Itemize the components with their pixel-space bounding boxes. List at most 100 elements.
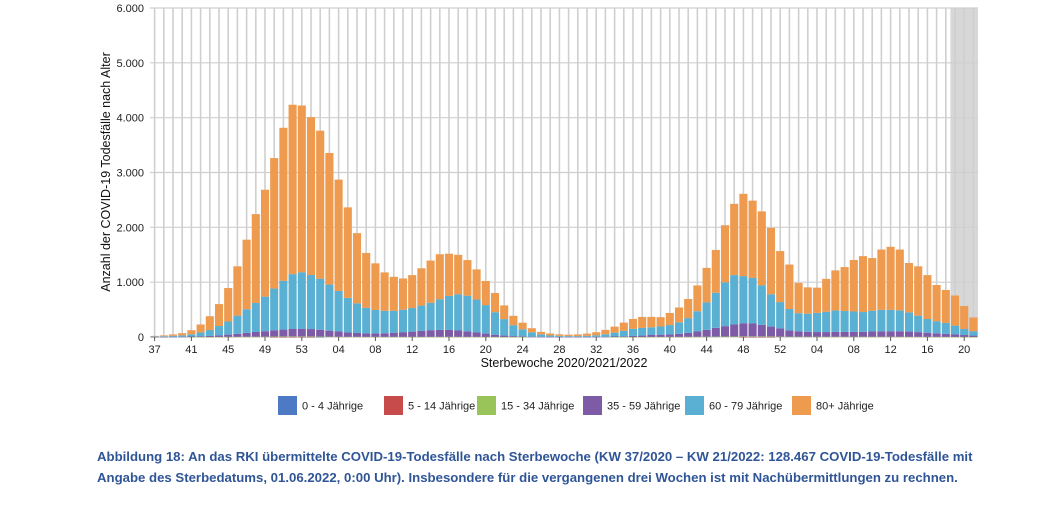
bar-segment xyxy=(748,336,757,337)
bar-segment xyxy=(794,313,803,332)
bar-segment xyxy=(463,336,472,338)
bar-segment xyxy=(454,336,463,338)
x-tick-label: 40 xyxy=(664,344,676,356)
bar-segment xyxy=(408,275,417,309)
x-tick-label: 20 xyxy=(480,344,492,356)
bar-segment xyxy=(638,336,647,338)
bar-segment xyxy=(214,336,224,338)
bar-segment xyxy=(674,336,684,338)
bar-segment xyxy=(647,327,656,335)
x-tick-label: 32 xyxy=(590,344,602,356)
legend-item: 15 - 34 Jährige xyxy=(477,396,574,415)
bar-segment xyxy=(923,319,932,333)
bar-segment xyxy=(233,315,242,334)
bar-segment xyxy=(895,336,904,338)
bar-segment xyxy=(776,251,785,303)
bar-segment xyxy=(297,336,306,337)
bar-segment xyxy=(757,285,766,325)
bar-segment xyxy=(389,276,398,311)
bar-segment xyxy=(288,336,297,337)
bar-segment xyxy=(868,336,877,338)
bar-segment xyxy=(279,127,288,281)
bar-segment xyxy=(306,329,316,337)
bar-segment xyxy=(536,336,546,338)
bar-segment xyxy=(831,331,840,337)
bar-segment xyxy=(638,335,647,337)
bar-segment xyxy=(619,336,628,337)
bar-segment xyxy=(904,312,914,332)
bar-segment xyxy=(812,336,822,338)
bar-segment xyxy=(518,322,527,330)
bar-segment xyxy=(628,328,638,336)
bar-segment xyxy=(426,330,435,337)
bar-segment xyxy=(362,336,371,338)
bar-segment xyxy=(536,334,546,337)
bar-segment xyxy=(389,310,398,333)
bar-segment xyxy=(628,335,638,337)
bar-segment xyxy=(481,305,490,334)
bar-segment xyxy=(776,336,785,338)
x-axis-ticks: 37 41 45 49 53 04 08 12 16 20 24 28 32 36 40 44 48 52 04 08… xyxy=(148,337,970,356)
bar-segment xyxy=(444,253,454,296)
legend-item: 80+ Jährige xyxy=(792,396,874,415)
bar-segment xyxy=(849,331,858,337)
bar-segment xyxy=(914,315,923,333)
bar-segment xyxy=(564,336,573,338)
bar-segment xyxy=(619,322,628,331)
bar-segment xyxy=(785,336,794,338)
bar-segment xyxy=(325,284,334,331)
x-tick-label: 41 xyxy=(185,344,197,356)
x-tick-label: 04 xyxy=(332,344,344,356)
bar-segment xyxy=(288,336,297,338)
bar-segment xyxy=(472,332,481,337)
bar-segment xyxy=(647,336,656,338)
bar-segment xyxy=(242,239,251,310)
bar-segment xyxy=(748,336,757,338)
bar-segment xyxy=(858,312,868,332)
bar-segment xyxy=(840,267,849,311)
bar-segment xyxy=(380,272,389,311)
bar-segment xyxy=(840,331,849,337)
bar-segment xyxy=(684,298,693,319)
bar-segment xyxy=(426,260,435,303)
x-tick-label: 52 xyxy=(774,344,786,356)
bar-segment xyxy=(546,333,555,336)
bar-segment xyxy=(573,334,582,337)
bar-segment xyxy=(739,336,748,337)
bar-segment xyxy=(748,323,757,337)
x-tick-label: 16 xyxy=(443,344,455,356)
bar-segment xyxy=(444,295,454,330)
legend-item: 35 - 59 Jährige xyxy=(583,396,680,415)
bar-segment xyxy=(766,227,776,295)
bar-segment xyxy=(297,328,306,337)
bar-segment xyxy=(730,203,739,276)
legend-swatch xyxy=(278,396,297,415)
bar-segment xyxy=(674,333,684,337)
bar-segment xyxy=(362,333,371,337)
bar-segment xyxy=(270,158,279,289)
y-axis-ticks: 0 1.000 2.000 3.000 4.000 5.000 6.000 xyxy=(116,3,144,344)
bar-segment xyxy=(159,335,168,337)
bar-segment xyxy=(812,287,822,313)
bar-segment xyxy=(785,264,794,309)
bar-segment xyxy=(923,275,932,320)
x-tick-label: 48 xyxy=(737,344,749,356)
bar-segment xyxy=(518,336,527,337)
bar-segment xyxy=(279,329,288,337)
x-tick-label: 44 xyxy=(700,344,712,356)
x-tick-label: 53 xyxy=(296,344,308,356)
bar-segment xyxy=(941,290,950,323)
bar-segment xyxy=(362,252,371,308)
bar-segment xyxy=(739,193,748,277)
deaths-by-week-chart: 0 1.000 2.000 3.000 4.000 5.000 6.000 37 41 45 49… xyxy=(99,3,978,415)
bar-segment xyxy=(766,336,776,337)
bar-segment xyxy=(417,268,426,306)
bar-segment xyxy=(205,329,214,336)
bar-segment xyxy=(803,331,812,337)
bar-segment xyxy=(178,336,187,338)
bar-segment xyxy=(481,333,490,337)
bar-segment xyxy=(187,334,196,337)
bar-segment xyxy=(150,336,159,337)
bar-segment xyxy=(270,336,279,338)
bar-segment xyxy=(665,325,674,335)
